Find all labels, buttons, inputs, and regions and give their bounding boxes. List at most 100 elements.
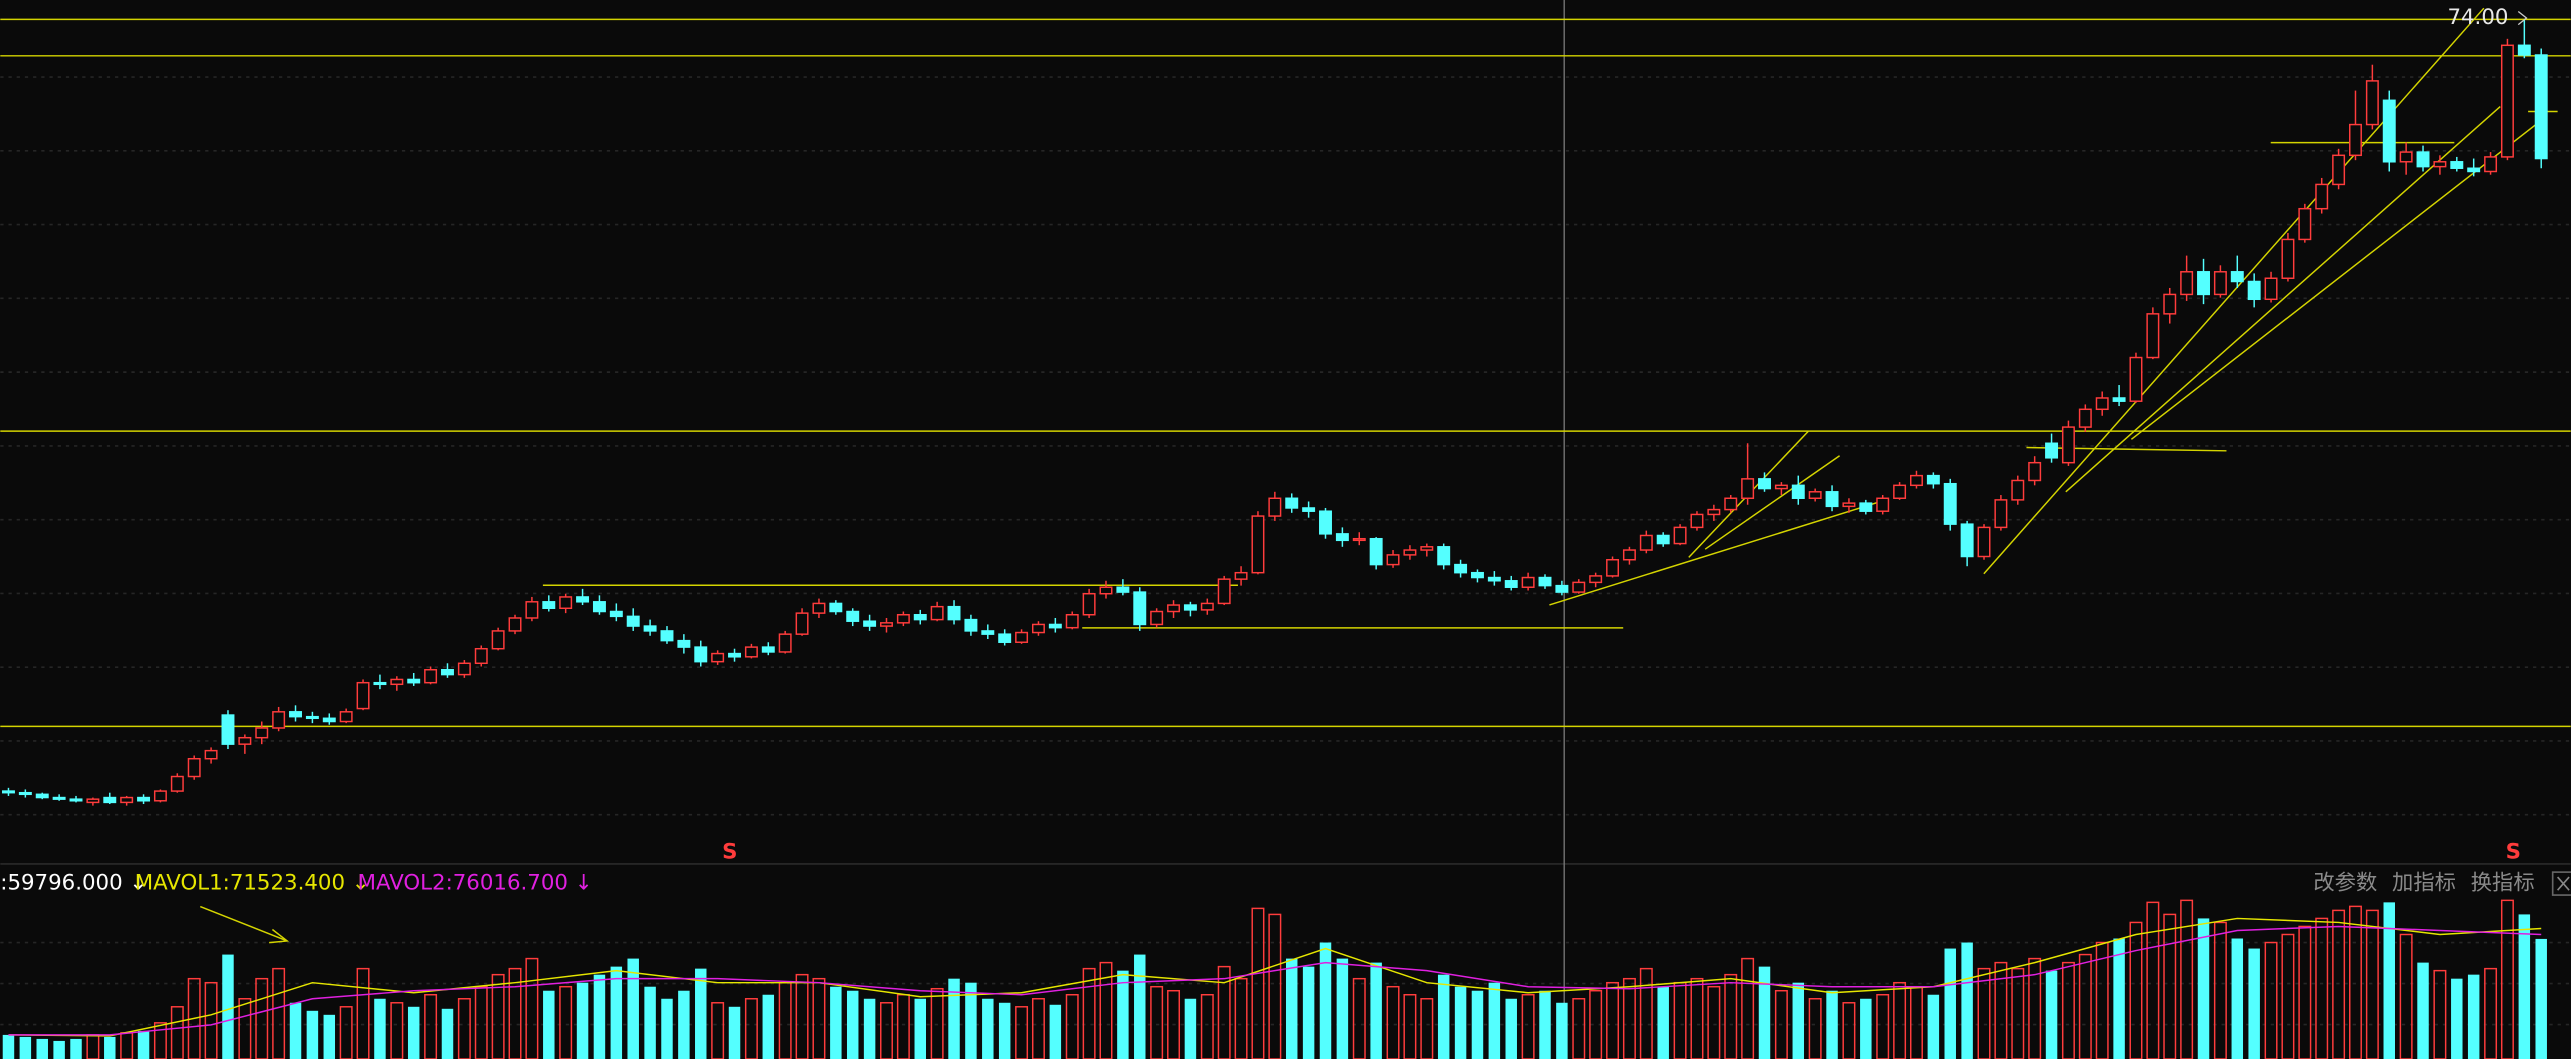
candle-body: [1504, 580, 1518, 588]
candle-body: [204, 749, 218, 760]
candle-body: [153, 790, 167, 802]
volume-bar: [1505, 998, 1517, 1059]
mavol-label: MAVOL2:76016.700 ↓: [358, 871, 593, 896]
candle-body: [508, 617, 522, 632]
candle-body: [1538, 576, 1552, 587]
candle-body: [1673, 526, 1687, 545]
candle-body: [491, 630, 505, 650]
candle-body: [2382, 99, 2396, 163]
volume-bar: [880, 1002, 893, 1059]
drawing-arrowhead: [269, 928, 290, 944]
candle-body: [1487, 576, 1501, 582]
candle-body: [1707, 508, 1721, 516]
candle-body: [2163, 293, 2177, 315]
candle-body: [2213, 271, 2227, 296]
candle-body: [2197, 271, 2210, 296]
volume-bar: [1420, 998, 1434, 1059]
volume-bar: [1927, 994, 1940, 1059]
candle-body: [18, 791, 32, 796]
candle-body: [339, 711, 353, 723]
candle-body: [137, 796, 151, 802]
candle-body: [255, 727, 269, 739]
candle-body: [1234, 571, 1248, 580]
drawing-line: [2026, 446, 2227, 452]
volume-bar: [255, 977, 269, 1059]
volume-bar: [204, 981, 218, 1059]
candle-body: [2078, 408, 2092, 428]
volume-bar: [1792, 982, 1805, 1059]
candle-body: [2467, 167, 2481, 173]
toolbar-button[interactable]: 改参数: [2313, 871, 2377, 896]
volume-bar: [2451, 978, 2463, 1059]
candle-body: [1893, 484, 1907, 500]
volume-bar: [272, 967, 286, 1059]
candle-body: [1420, 546, 1434, 551]
volume-bar: [1150, 985, 1164, 1059]
volume-bar: [1994, 961, 2008, 1059]
candle-body: [1521, 576, 1535, 588]
candle-body: [2112, 397, 2126, 402]
candle-body: [1470, 571, 1484, 579]
candle-body: [1065, 614, 1079, 629]
volume-bar: [762, 994, 775, 1059]
candle-body: [1200, 602, 1214, 611]
candle-body: [1589, 575, 1603, 584]
candle-body: [52, 796, 66, 800]
volume-bar: [2129, 921, 2143, 1059]
candle-body: [2349, 123, 2362, 157]
close-box: [2551, 871, 2571, 896]
candle-body: [1842, 502, 1856, 508]
candle-body: [2095, 397, 2109, 411]
volume-bar: [1639, 967, 1653, 1059]
drawing-line: [2130, 122, 2539, 440]
candle-body: [998, 633, 1012, 643]
volume-bar: [1860, 998, 1872, 1059]
volume-bar: [1015, 1006, 1029, 1059]
candle-body: [761, 646, 775, 653]
candle-body: [542, 601, 556, 610]
candle-body: [1268, 497, 1282, 517]
volume-bar: [2095, 941, 2109, 1059]
candle-body: [2534, 54, 2548, 160]
candle-body: [896, 614, 910, 624]
volume-bar: [407, 1006, 420, 1059]
candle-body: [778, 633, 792, 653]
volume-bar: [2011, 967, 2025, 1059]
drawing-line: [1983, 7, 2485, 575]
candle-body: [711, 652, 725, 663]
candle-body: [390, 678, 404, 686]
volume-bar: [2518, 914, 2531, 1059]
toolbar-button[interactable]: 换指标: [2471, 871, 2535, 896]
candle-body: [1622, 549, 1636, 561]
volume-bar: [222, 954, 234, 1059]
candle-body: [2332, 154, 2346, 186]
candle-body: [2180, 271, 2194, 296]
candle-body: [728, 652, 742, 658]
candle-body: [525, 601, 539, 619]
drawing-line: [1704, 455, 1841, 550]
close-button[interactable]: [2551, 871, 2571, 896]
volume-bar: [1707, 985, 1721, 1059]
candle-body: [1926, 474, 1940, 485]
volume-bar: [1977, 967, 1991, 1059]
candle-body: [2433, 161, 2447, 168]
volume-bar: [728, 1006, 741, 1059]
candle-body: [441, 669, 454, 676]
volume-bar: [812, 977, 826, 1059]
volume-bar: [644, 986, 656, 1059]
volume-bar: [830, 986, 842, 1059]
candle-body: [238, 736, 252, 745]
volume-bar: [627, 958, 639, 1059]
volume-bar: [2045, 970, 2058, 1059]
volume-bar: [2197, 918, 2210, 1059]
candle-body: [1319, 510, 1332, 535]
horizontal-lines: [0, 18, 2571, 728]
candle-body: [1369, 537, 1383, 566]
volume-label: :59796.000 ↓: [0, 871, 147, 896]
candle-body: [2045, 442, 2059, 459]
volume-bar: [610, 966, 623, 1059]
toolbar-button[interactable]: 加指标: [2392, 871, 2456, 896]
close-x: [2556, 876, 2570, 891]
